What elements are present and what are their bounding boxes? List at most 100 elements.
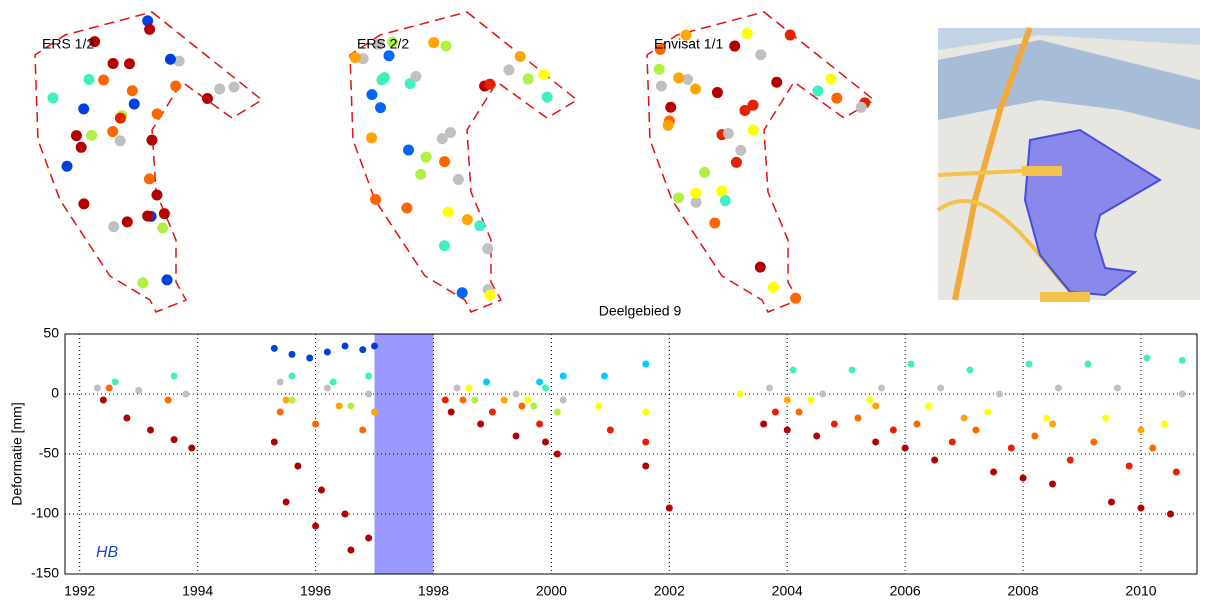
data-point xyxy=(1008,445,1015,452)
map-point xyxy=(453,174,464,185)
data-point xyxy=(831,421,838,428)
data-point xyxy=(790,367,797,374)
data-point xyxy=(1161,421,1168,428)
map-point xyxy=(78,198,89,209)
data-point xyxy=(359,427,366,434)
map-point xyxy=(442,207,453,218)
data-point xyxy=(306,355,313,362)
data-point xyxy=(878,385,885,392)
map-point xyxy=(515,51,526,62)
map-point xyxy=(78,103,89,114)
map-point xyxy=(690,83,701,94)
data-point xyxy=(312,523,319,530)
data-point xyxy=(807,397,814,404)
map-point xyxy=(124,58,135,69)
map-point xyxy=(856,102,867,113)
data-point xyxy=(607,427,614,434)
map-point xyxy=(785,30,796,41)
map-point xyxy=(202,93,213,104)
map-point xyxy=(152,108,163,119)
map-point xyxy=(401,202,412,213)
data-point xyxy=(288,351,295,358)
map-sign xyxy=(1040,292,1090,302)
data-point xyxy=(530,403,537,410)
data-point xyxy=(135,387,142,394)
map-point xyxy=(157,222,168,233)
data-point xyxy=(913,421,920,428)
data-point xyxy=(931,457,938,464)
data-point xyxy=(1137,505,1144,512)
y-axis-label: Deformatie [mm] xyxy=(9,402,25,505)
data-point xyxy=(796,409,803,416)
map-point xyxy=(831,93,842,104)
map-point xyxy=(712,87,723,98)
map-point xyxy=(484,290,495,301)
map-point xyxy=(108,58,119,69)
map-point xyxy=(144,173,155,184)
x-tick-label: 2006 xyxy=(890,583,921,599)
data-point xyxy=(513,433,520,440)
map-point xyxy=(159,208,170,219)
data-point xyxy=(908,361,915,368)
x-tick-label: 2000 xyxy=(536,583,567,599)
data-point xyxy=(925,403,932,410)
map-point xyxy=(76,142,87,153)
data-point xyxy=(365,535,372,542)
data-point xyxy=(967,367,974,374)
data-point xyxy=(283,499,290,506)
data-point xyxy=(560,397,567,404)
plot-frame xyxy=(65,334,1197,574)
data-point xyxy=(554,409,561,416)
data-point xyxy=(996,391,1003,398)
data-point xyxy=(477,421,484,428)
data-point xyxy=(1067,457,1074,464)
map-point xyxy=(428,37,439,48)
data-point xyxy=(536,421,543,428)
map-point xyxy=(474,220,485,231)
data-point xyxy=(1179,391,1186,398)
x-tick-label: 1992 xyxy=(64,583,95,599)
data-point xyxy=(1143,355,1150,362)
map-point xyxy=(62,161,73,172)
y-tick-label: -150 xyxy=(31,565,59,581)
map-title: Envisat 1/1 xyxy=(654,36,723,52)
y-tick-label: -50 xyxy=(39,445,59,461)
map-point xyxy=(457,287,468,298)
map-point xyxy=(656,81,667,92)
data-point xyxy=(1031,433,1038,440)
figure: ERS 1/2ERS 2/2Envisat 1/1 Deelgebied 9 D… xyxy=(0,0,1210,602)
map-point xyxy=(731,157,742,168)
map-point xyxy=(384,50,395,61)
x-tick-label: 1998 xyxy=(418,583,449,599)
data-point xyxy=(866,397,873,404)
data-point xyxy=(100,397,107,404)
data-point xyxy=(342,511,349,518)
data-point xyxy=(513,391,520,398)
map-point xyxy=(127,85,138,96)
map-point xyxy=(146,135,157,146)
map-point xyxy=(366,132,377,143)
data-point xyxy=(890,427,897,434)
data-point xyxy=(347,403,354,410)
x-tick-label: 2008 xyxy=(1007,583,1038,599)
data-point xyxy=(294,463,301,470)
data-point xyxy=(106,385,113,392)
highlight-span xyxy=(375,334,434,574)
map-point xyxy=(415,169,426,180)
map-point xyxy=(542,92,553,103)
map-point xyxy=(129,99,140,110)
data-point xyxy=(277,379,284,386)
data-point xyxy=(342,343,349,350)
data-point xyxy=(365,373,372,380)
data-point xyxy=(454,385,461,392)
data-point xyxy=(1179,357,1186,364)
data-point xyxy=(365,391,372,398)
data-point xyxy=(554,451,561,458)
data-point xyxy=(94,385,101,392)
data-point xyxy=(984,409,991,416)
map-point xyxy=(47,92,58,103)
data-point xyxy=(471,397,478,404)
map-point xyxy=(214,83,225,94)
map-point xyxy=(439,240,450,251)
data-point xyxy=(147,427,154,434)
